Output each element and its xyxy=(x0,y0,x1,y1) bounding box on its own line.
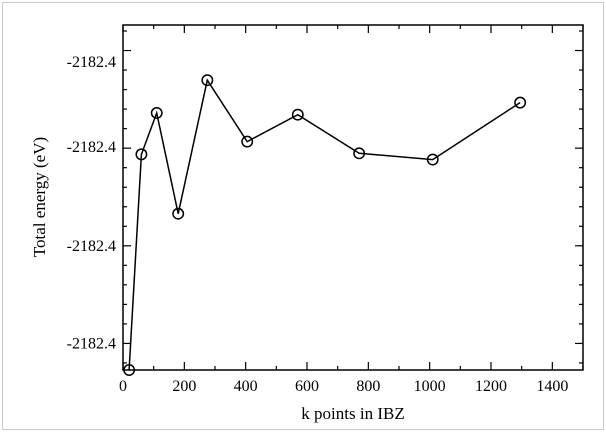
x-tick-label: 400 xyxy=(234,378,258,395)
data-point xyxy=(135,148,148,161)
data-point xyxy=(426,153,439,166)
data-point xyxy=(150,107,163,119)
plot-area xyxy=(122,24,584,371)
x-tick-label: 1400 xyxy=(536,378,568,395)
y-tick-label: -2182.4 xyxy=(67,238,116,255)
x-tick-label: 1000 xyxy=(414,378,446,395)
x-tick-label: 1200 xyxy=(475,378,507,395)
data-point xyxy=(201,74,214,87)
data-point xyxy=(123,364,136,376)
data-point xyxy=(514,96,527,109)
y-axis-title: Total energy (eV) xyxy=(30,137,49,257)
x-axis-ticks: 0 200 400 600 800 1000 1200 1400 xyxy=(119,25,584,395)
x-tick-label: 800 xyxy=(356,378,380,395)
x-tick-label: 600 xyxy=(295,378,319,395)
data-point xyxy=(291,108,304,121)
y-tick-label: -2182.4 xyxy=(67,335,116,352)
x-tick-label: 200 xyxy=(172,378,196,395)
x-axis-title: k points in IBZ xyxy=(301,404,404,423)
data-point xyxy=(353,147,366,160)
data-point xyxy=(241,135,254,148)
x-tick-label: 0 xyxy=(119,378,127,395)
series-layer xyxy=(123,74,527,376)
y-tick-label: -2182.4 xyxy=(67,139,116,156)
series-line xyxy=(128,78,521,371)
data-point xyxy=(172,207,185,220)
y-tick-label: -2182.4 xyxy=(67,54,116,71)
y-axis-ticks: -2182.4 -2182.4 -2182.4 -2182.4 xyxy=(67,30,583,364)
